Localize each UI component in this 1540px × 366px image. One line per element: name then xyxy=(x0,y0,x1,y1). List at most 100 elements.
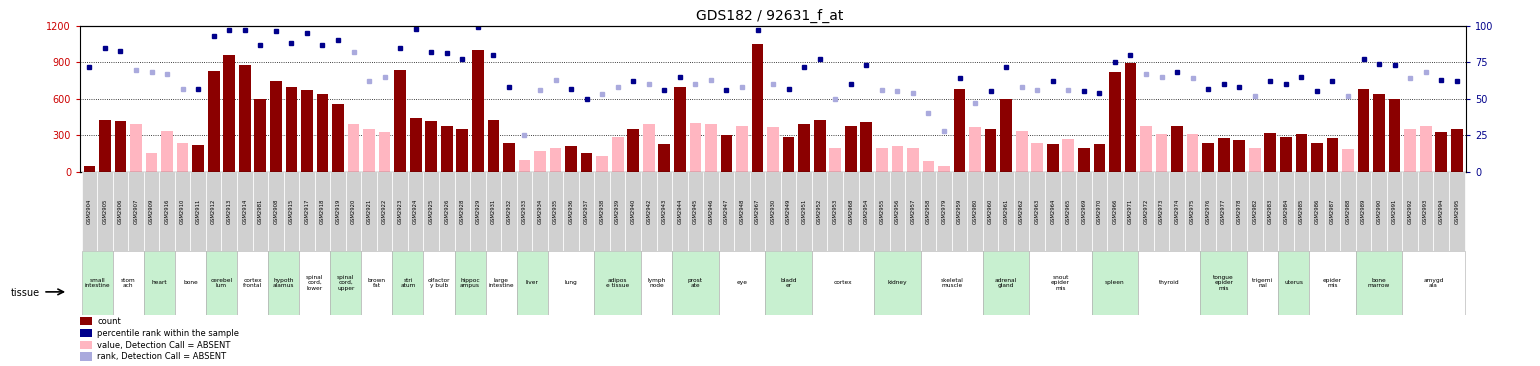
Bar xyxy=(143,172,159,251)
Bar xyxy=(504,143,514,172)
Bar xyxy=(861,122,872,172)
Text: hippoc
ampus: hippoc ampus xyxy=(460,277,480,288)
Bar xyxy=(410,118,422,172)
Bar xyxy=(1435,132,1448,172)
Bar xyxy=(1109,72,1121,172)
Bar xyxy=(952,172,967,251)
Text: GSM2988: GSM2988 xyxy=(1346,199,1351,224)
Bar xyxy=(704,172,719,251)
Text: GSM2947: GSM2947 xyxy=(724,199,728,224)
Bar xyxy=(1404,129,1415,172)
Text: GSM2985: GSM2985 xyxy=(1298,199,1304,224)
Text: GSM2923: GSM2923 xyxy=(397,199,402,224)
Bar xyxy=(579,172,594,251)
Bar xyxy=(114,121,126,172)
Text: GSM2905: GSM2905 xyxy=(103,199,108,224)
Text: GSM2908: GSM2908 xyxy=(274,199,279,224)
Bar xyxy=(317,94,328,172)
Text: GSM2981: GSM2981 xyxy=(257,199,263,224)
Text: GSM2922: GSM2922 xyxy=(382,199,387,224)
Text: GSM2919: GSM2919 xyxy=(336,199,340,224)
Text: GSM2973: GSM2973 xyxy=(1160,199,1164,224)
Bar xyxy=(237,251,268,315)
Text: GSM2925: GSM2925 xyxy=(428,199,434,224)
Text: GSM2939: GSM2939 xyxy=(614,199,621,224)
Bar xyxy=(1263,172,1278,251)
Bar xyxy=(953,89,966,172)
Bar xyxy=(192,145,203,172)
Text: GSM2972: GSM2972 xyxy=(1144,199,1149,224)
Bar xyxy=(1449,172,1465,251)
Bar xyxy=(485,251,517,315)
Text: GDS182 / 92631_f_at: GDS182 / 92631_f_at xyxy=(696,9,844,23)
Text: liver: liver xyxy=(525,280,539,285)
Bar xyxy=(500,172,517,251)
Bar xyxy=(548,172,564,251)
Bar xyxy=(254,99,266,172)
Text: GSM2926: GSM2926 xyxy=(444,199,450,224)
Text: GSM2951: GSM2951 xyxy=(802,199,807,224)
Text: GSM2911: GSM2911 xyxy=(196,199,200,224)
Text: GSM2962: GSM2962 xyxy=(1019,199,1024,224)
Bar xyxy=(83,166,95,172)
Text: spleen: spleen xyxy=(1106,280,1124,285)
Bar xyxy=(936,172,952,251)
Bar xyxy=(1403,251,1465,315)
Text: brown
fat: brown fat xyxy=(368,277,387,288)
Bar xyxy=(627,129,639,172)
Text: GSM2976: GSM2976 xyxy=(1206,199,1210,224)
Text: GSM2906: GSM2906 xyxy=(119,199,123,224)
Bar xyxy=(82,251,112,315)
Bar xyxy=(1294,172,1309,251)
Text: percentile rank within the sample: percentile rank within the sample xyxy=(97,329,239,338)
Bar xyxy=(906,172,921,251)
Text: GSM2930: GSM2930 xyxy=(770,199,776,224)
Text: GSM2989: GSM2989 xyxy=(1361,199,1366,224)
Bar xyxy=(1371,172,1388,251)
Text: GSM2918: GSM2918 xyxy=(320,199,325,224)
Text: GSM2916: GSM2916 xyxy=(165,199,169,224)
Text: uterus: uterus xyxy=(1284,280,1303,285)
Bar xyxy=(348,124,359,172)
Bar xyxy=(921,172,936,251)
Text: eye: eye xyxy=(736,280,747,285)
Text: skeletal
muscle: skeletal muscle xyxy=(941,277,962,288)
Bar xyxy=(1355,251,1403,315)
Text: GSM2975: GSM2975 xyxy=(1190,199,1195,224)
Bar xyxy=(1388,172,1403,251)
Text: GSM2931: GSM2931 xyxy=(491,199,496,224)
Text: GSM2984: GSM2984 xyxy=(1283,199,1289,224)
Text: GSM2929: GSM2929 xyxy=(476,199,480,224)
Bar xyxy=(984,129,996,172)
Bar xyxy=(1218,138,1229,172)
Bar xyxy=(782,137,795,172)
Bar xyxy=(830,147,841,172)
Bar xyxy=(191,172,206,251)
Bar xyxy=(1107,172,1123,251)
Bar xyxy=(1029,172,1046,251)
Bar xyxy=(1046,172,1061,251)
Text: large
intestine: large intestine xyxy=(488,277,514,288)
Bar xyxy=(659,144,670,172)
Bar xyxy=(1092,251,1138,315)
Text: GSM2963: GSM2963 xyxy=(1035,199,1040,224)
Bar xyxy=(346,172,362,251)
Text: GSM2993: GSM2993 xyxy=(1423,199,1428,224)
Bar xyxy=(1032,143,1043,172)
Text: heart: heart xyxy=(151,280,168,285)
Bar xyxy=(408,172,424,251)
Bar xyxy=(1358,89,1369,172)
Text: GSM2910: GSM2910 xyxy=(180,199,185,224)
Bar xyxy=(270,81,282,172)
Bar xyxy=(362,251,393,315)
Bar xyxy=(533,172,548,251)
Bar xyxy=(206,172,222,251)
Bar xyxy=(440,126,453,172)
Bar xyxy=(675,87,685,172)
Text: GSM2967: GSM2967 xyxy=(755,199,761,224)
Bar xyxy=(548,251,594,315)
Text: small
intestine: small intestine xyxy=(85,277,109,288)
Text: tongue
epider
mis: tongue epider mis xyxy=(1214,275,1234,291)
Text: GSM2936: GSM2936 xyxy=(568,199,573,224)
Bar xyxy=(736,126,748,172)
